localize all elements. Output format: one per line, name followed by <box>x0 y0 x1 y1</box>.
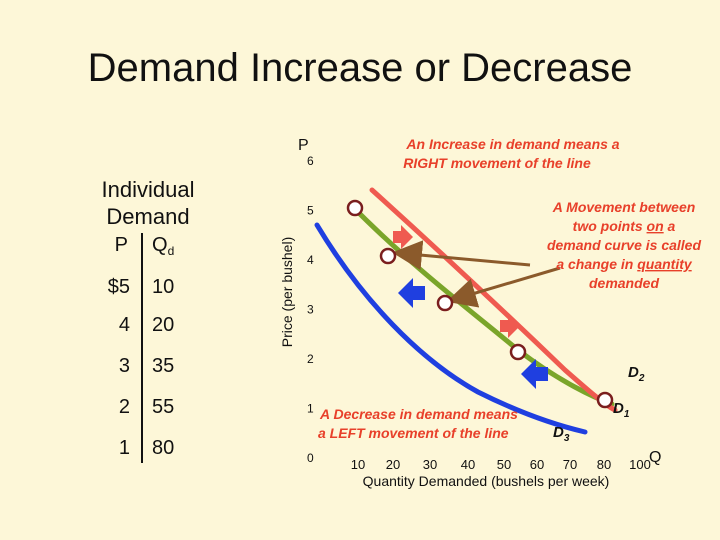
x-tick-label: 100 <box>629 457 651 472</box>
movement-annotation-line2: two points on a <box>573 218 676 234</box>
decrease-annotation: A Decrease in demand means a LEFT moveme… <box>318 406 518 441</box>
table-cell-qty: 55 <box>152 396 175 418</box>
x-tick-label: 10 <box>351 457 365 472</box>
demand-schedule-table: P Qd $5 10 4 20 3 35 2 55 1 80 <box>0 0 260 480</box>
x-tick-label: 50 <box>497 457 511 472</box>
table-cell-price: 1 <box>118 437 130 459</box>
table-cell-qty: 20 <box>152 314 175 336</box>
table-divider <box>141 233 143 463</box>
increase-annotation-line1: An Increase in demand means a <box>405 136 619 152</box>
x-tick-label: 30 <box>423 457 437 472</box>
x-tick-label: 40 <box>461 457 475 472</box>
demand-curves <box>314 187 618 435</box>
table-cell-qty: 80 <box>152 437 175 459</box>
curve-points <box>346 199 614 409</box>
demand-curve-d3 <box>314 222 588 435</box>
table-header-price: P <box>114 234 128 256</box>
table-cell-price: 4 <box>118 314 130 336</box>
decrease-annotation-line2: a LEFT movement of the line <box>318 425 509 441</box>
slide-title: Demand Increase or Decrease <box>87 46 633 90</box>
table-cell-qty: 10 <box>152 276 175 298</box>
x-tick-label: 70 <box>563 457 577 472</box>
table-cell-price: $5 <box>107 276 130 298</box>
x-tick-label: 80 <box>597 457 611 472</box>
right-arrow <box>500 314 520 338</box>
table-heading-line1: Individual <box>101 177 195 202</box>
table-heading: Individual Demand <box>78 176 218 230</box>
y-tick-label: 0 <box>307 451 314 465</box>
y-tick-label: 3 <box>307 303 314 317</box>
curve-label-d1: D1 <box>613 400 630 420</box>
y-tick-label: 6 <box>307 154 314 168</box>
decrease-annotation-line1: A Decrease in demand means <box>319 406 518 422</box>
table-header-qty: Qd <box>152 234 174 258</box>
table-header-qty-letter: Q <box>152 234 168 256</box>
x-tick-label: 20 <box>386 457 400 472</box>
y-tick-label: 1 <box>307 402 314 416</box>
y-tick-label: 4 <box>307 253 314 267</box>
curve-point <box>346 199 364 217</box>
curve-point <box>596 391 614 409</box>
x-ticks: 10 20 30 40 50 60 70 80 100 <box>351 457 651 472</box>
left-shift-arrows <box>398 278 548 389</box>
table-cell-price: 2 <box>118 396 130 418</box>
movement-annotation-line5: demanded <box>589 275 659 291</box>
curve-point <box>509 343 527 361</box>
curve-label-d3: D3 <box>553 424 570 444</box>
y-ticks: 0 1 2 3 4 5 6 <box>307 154 314 465</box>
movement-annotation-line3: demand curve is called <box>547 237 702 253</box>
table-heading-line2: Demand <box>106 204 190 229</box>
x-axis-label: Quantity Demanded (bushels per week) <box>363 473 610 489</box>
increase-annotation: An Increase in demand means a RIGHT move… <box>403 136 620 171</box>
left-arrow <box>521 359 548 389</box>
increase-annotation-line2: RIGHT movement of the line <box>403 155 591 171</box>
table-cell-qty: 35 <box>152 355 175 377</box>
x-axis-letter: Q <box>649 449 661 466</box>
y-axis-letter: P <box>298 137 309 154</box>
left-arrow <box>398 278 425 308</box>
table-header-qty-sub: d <box>167 244 175 258</box>
movement-annotation-line4: a change in quantity <box>556 256 693 272</box>
y-tick-label: 2 <box>307 352 314 366</box>
pointer-arrow <box>446 266 561 308</box>
curve-label-d2: D2 <box>628 364 645 384</box>
curve-point <box>379 247 397 265</box>
y-tick-label: 5 <box>307 204 314 218</box>
movement-annotation: A Movement between two points on a deman… <box>547 199 702 291</box>
pointer-arrow <box>392 240 531 271</box>
x-tick-label: 60 <box>530 457 544 472</box>
movement-annotation-line1: A Movement between <box>552 199 696 215</box>
curve-point <box>436 294 454 312</box>
table-cell-price: 3 <box>118 355 130 377</box>
y-axis-label: Price (per bushel) <box>279 237 295 348</box>
